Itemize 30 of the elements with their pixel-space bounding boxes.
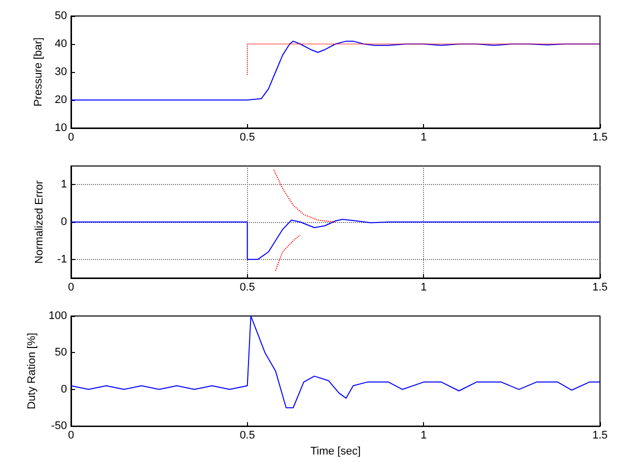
x-tick-label: 1 <box>420 132 427 144</box>
y-tick-label: 20 <box>54 94 67 106</box>
y-tick-label: 0 <box>60 216 67 228</box>
line-series <box>273 169 336 222</box>
y-tick-label: 10 <box>54 122 67 134</box>
line-series <box>70 40 600 100</box>
x-tick-label: 1.5 <box>592 430 608 442</box>
y-axis-title: Normalized Error <box>34 180 46 264</box>
x-axis-title: Time [sec] <box>310 446 361 458</box>
y-tick-label: 1 <box>60 178 67 191</box>
y-tick-label: -50 <box>51 420 67 432</box>
y-tick-label: 50 <box>54 10 67 22</box>
y-tick-label: 50 <box>54 346 67 359</box>
y-tick-label: -1 <box>57 253 67 266</box>
x-tick-label: 0.5 <box>240 132 255 144</box>
y-tick-label: 100 <box>48 310 67 322</box>
x-tick-label: 0.5 <box>240 282 255 294</box>
y-tick-label: 0 <box>60 383 67 396</box>
line-series <box>70 218 600 260</box>
y-tick-label: 30 <box>54 66 67 78</box>
x-tick-label: 1 <box>420 282 427 294</box>
x-tick-label: 1.5 <box>592 282 608 294</box>
x-tick-label: 1.5 <box>592 132 608 144</box>
line-series <box>70 316 600 408</box>
x-tick-label: 0.5 <box>240 430 255 442</box>
y-axis-title: Pressure [bar] <box>32 37 44 107</box>
x-tick-label: 1 <box>420 430 427 442</box>
line-series <box>275 234 301 272</box>
y-axis-title: Duty Ration [%] <box>26 332 38 410</box>
y-tick-label: 40 <box>54 38 67 50</box>
